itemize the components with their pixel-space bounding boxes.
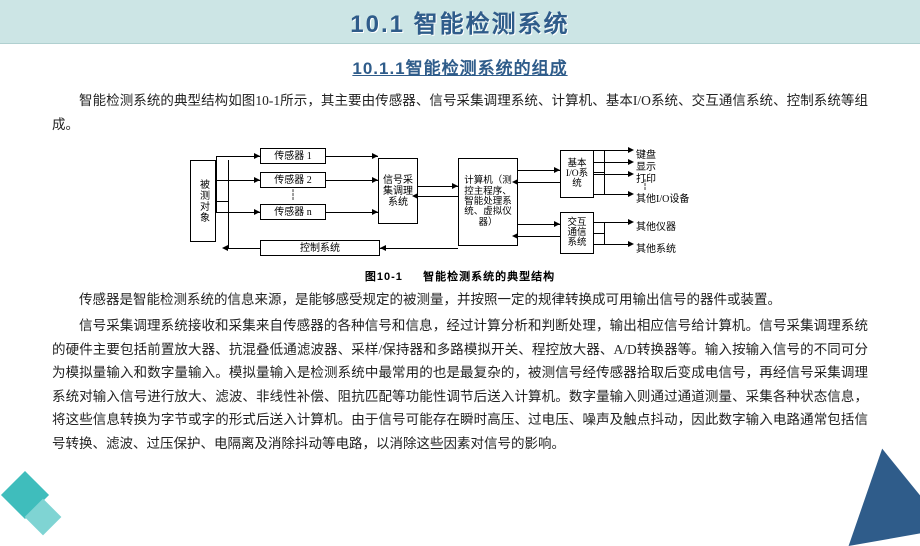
label-other-sys: 其他系统 — [636, 240, 676, 255]
node-io: 基本I/O系统 — [560, 150, 594, 198]
node-computer: 计算机（测控主程序、智能处理系统、虚拟仪器） — [458, 158, 518, 246]
node-control: 控制系统 — [260, 240, 380, 256]
label-other-inst: 其他仪器 — [636, 218, 676, 233]
title-bar: 10.1 智能检测系统 — [0, 0, 920, 44]
node-sensor-1: 传感器 1 — [260, 148, 326, 164]
para-signal: 信号采集调理系统接收和采集来自传感器的各种信号和信息，经过计算分析和判断处理，输… — [52, 314, 868, 456]
diagram-canvas: 被测对象 传感器 1 传感器 2 ┆ 传感器 n 控制系统 信号采集调理系统 计… — [180, 142, 740, 266]
node-acquisition: 信号采集调理系统 — [378, 158, 418, 224]
section-subtitle: 10.1.1智能检测系统的组成 — [0, 54, 920, 79]
body-block: 传感器是智能检测系统的信息来源，是能够感受规定的被测量，并按照一定的规律转换成可… — [0, 286, 920, 455]
caption-number: 图10-1 — [365, 271, 403, 283]
intro-paragraph: 智能检测系统的典型结构如图10-1所示，其主要由传感器、信号采集调理系统、计算机… — [52, 89, 868, 136]
node-comm: 交互通信系统 — [560, 212, 594, 254]
figure-10-1: 被测对象 传感器 1 传感器 2 ┆ 传感器 n 控制系统 信号采集调理系统 计… — [180, 142, 740, 284]
label-other-io: 其他I/O设备 — [636, 190, 689, 205]
sensor-dots: ┆ — [290, 190, 296, 201]
node-sensor-n: 传感器 n — [260, 204, 326, 220]
para-sensor: 传感器是智能检测系统的信息来源，是能够感受规定的被测量，并按照一定的规律转换成可… — [52, 288, 868, 312]
figure-caption: 图10-1 智能检测系统的典型结构 — [180, 268, 740, 284]
node-sensor-2: 传感器 2 — [260, 172, 326, 188]
intro-block: 智能检测系统的典型结构如图10-1所示，其主要由传感器、信号采集调理系统、计算机… — [0, 79, 920, 136]
page-title: 10.1 智能检测系统 — [350, 4, 569, 39]
caption-text: 智能检测系统的典型结构 — [423, 271, 555, 283]
decoration-triangle — [833, 440, 920, 546]
node-measured: 被测对象 — [190, 160, 216, 242]
